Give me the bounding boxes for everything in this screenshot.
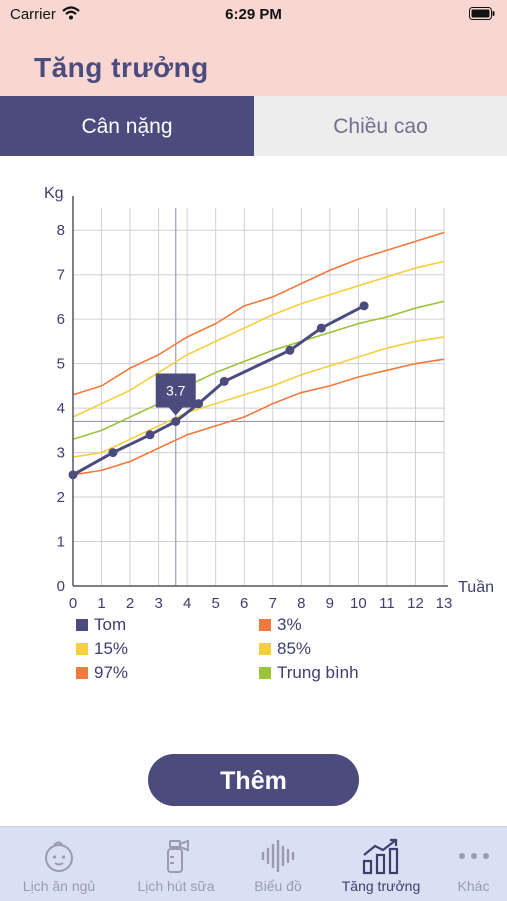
x-tick-label: 6	[240, 595, 248, 610]
data-point	[359, 301, 369, 311]
legend-label-p15: 15%	[94, 639, 129, 658]
y-tick-label: 4	[57, 400, 65, 417]
battery-icon	[469, 7, 495, 25]
tooltip-pointer	[168, 407, 183, 416]
x-tick-label: 9	[326, 595, 334, 610]
data-point	[145, 430, 155, 440]
tabbar-item-more[interactable]: Khác	[440, 827, 507, 901]
x-tick-label: 8	[297, 595, 305, 610]
selected-point-tooltip: 3.7	[155, 373, 196, 416]
data-point	[316, 323, 326, 333]
legend-label-p85: 85%	[277, 639, 312, 658]
tabbar-label-growth: Tăng trưởng	[341, 878, 421, 894]
tabbar-item-chart[interactable]: Biểu đồ	[234, 827, 322, 901]
x-tick-label: 11	[379, 595, 395, 610]
wifi-icon	[62, 6, 80, 25]
y-tick-label: 1	[57, 534, 65, 551]
bottom-tab-bar: Lịch ăn ngủ Lịch hút sữa	[0, 826, 507, 901]
x-tick-label: 12	[407, 595, 424, 610]
y-tick-label: 0	[57, 578, 65, 595]
baby-face-icon	[0, 837, 118, 875]
segment-tabs: Cân nặng Chiều cao	[0, 96, 507, 156]
legend-label-p97: 97%	[94, 663, 129, 682]
tooltip-value: 3.7	[166, 382, 186, 398]
x-tick-label: 3	[154, 595, 162, 610]
x-tick-label: 10	[350, 595, 367, 610]
x-tick-label: 7	[269, 595, 277, 610]
chart-legend: Tom 3% 15% 85% 97% Trung bình	[0, 614, 507, 689]
legend-swatch-p3	[259, 619, 271, 631]
data-point	[108, 448, 118, 458]
data-point	[219, 376, 229, 386]
tooltip-box	[155, 373, 196, 408]
legend-label-p3: 3%	[277, 615, 302, 634]
tab-weight[interactable]: Cân nặng	[0, 96, 254, 156]
carrier-label: Carrier	[10, 6, 56, 23]
x-tick-label: 1	[97, 595, 105, 610]
y-tick-label: 6	[57, 311, 65, 328]
series-line-trung-b-nh	[72, 300, 445, 441]
series-line-3-	[72, 358, 445, 476]
tabbar-item-pumping[interactable]: Lịch hút sữa	[118, 827, 234, 901]
status-bar: Carrier 6:29 PM	[0, 0, 507, 30]
tabbar-label-pumping: Lịch hút sữa	[137, 878, 215, 894]
legend-swatch-median	[259, 667, 271, 679]
y-tick-label: 2	[57, 489, 65, 506]
tabbar-label-chart: Biểu đồ	[254, 878, 302, 894]
legend-swatch-p15	[76, 643, 88, 655]
tab-height[interactable]: Chiều cao	[254, 96, 507, 156]
header: Tăng trưởng	[0, 30, 507, 96]
x-tick-label: 2	[126, 595, 134, 610]
y-tick-label: 8	[57, 222, 65, 239]
x-tick-label: 13	[436, 595, 453, 610]
waveform-icon	[234, 837, 322, 875]
y-tick-label: 7	[57, 267, 65, 284]
growth-chart-icon	[322, 837, 440, 875]
breast-pump-icon	[118, 837, 234, 875]
x-tick-label: 5	[212, 595, 220, 610]
tabbar-item-feeding[interactable]: Lịch ăn ngủ	[0, 827, 118, 901]
tabbar-item-growth[interactable]: Tăng trưởng	[322, 827, 440, 901]
y-tick-label: 3	[57, 445, 65, 462]
legend-label-tom: Tom	[94, 615, 127, 634]
legend-swatch-p97	[76, 667, 88, 679]
legend-swatch-p85	[259, 643, 271, 655]
series-line-85-	[72, 260, 445, 418]
x-axis-title: Tuần	[458, 579, 494, 596]
series-line-97-	[72, 231, 445, 396]
x-tick-label: 4	[183, 595, 191, 610]
x-tick-label: 0	[69, 595, 77, 610]
tabbar-label-more: Khác	[457, 878, 490, 894]
series-line-15-	[72, 336, 445, 458]
status-time: 6:29 PM	[225, 6, 282, 23]
y-axis-title: Kg	[44, 185, 64, 202]
y-tick-label: 5	[57, 356, 65, 373]
data-point	[194, 399, 204, 409]
data-point	[285, 345, 295, 355]
legend-label-median: Trung bình	[277, 663, 359, 682]
add-button[interactable]: Thêm	[148, 754, 359, 806]
legend-swatch-tom	[76, 619, 88, 631]
data-point	[171, 416, 181, 426]
more-dots-icon	[440, 837, 507, 875]
page-title: Tăng trưởng	[34, 52, 209, 83]
tabbar-label-feeding: Lịch ăn ngủ	[22, 878, 96, 894]
